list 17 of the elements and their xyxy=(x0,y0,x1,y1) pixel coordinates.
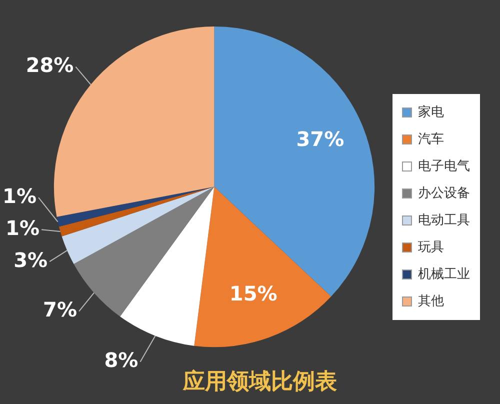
legend-label: 玩具 xyxy=(418,240,444,255)
data-label: 1% xyxy=(6,216,40,240)
data-label: 37% xyxy=(296,127,344,152)
legend-label: 汽车 xyxy=(418,132,444,147)
data-label: 8% xyxy=(104,348,138,372)
legend-label: 机械工业 xyxy=(418,266,470,282)
data-label: 1% xyxy=(2,184,37,208)
legend-label: 家电 xyxy=(418,104,444,120)
data-label: 7% xyxy=(43,298,77,322)
legend-label: 其他 xyxy=(418,294,444,309)
legend-label: 办公设备 xyxy=(418,186,470,201)
legend-label: 电子电气 xyxy=(418,158,470,174)
legend-label: 电动工具 xyxy=(418,212,470,228)
data-label: 28% xyxy=(26,52,74,77)
data-label: 3% xyxy=(14,248,48,272)
data-label: 15% xyxy=(229,282,278,306)
text: 应用领域比例表 xyxy=(182,368,337,395)
